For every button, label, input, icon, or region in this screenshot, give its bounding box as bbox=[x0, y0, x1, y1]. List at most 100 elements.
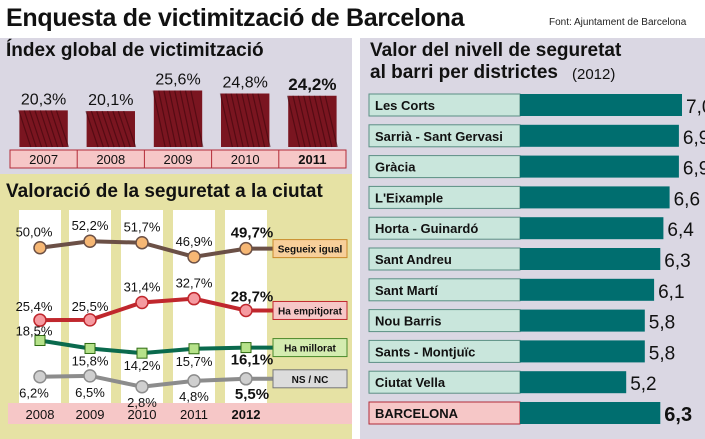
district-bar bbox=[520, 94, 682, 116]
victimization-year-label: 2007 bbox=[29, 152, 58, 167]
line-year-label: 2008 bbox=[26, 407, 55, 422]
district-value: 7,0 bbox=[686, 97, 705, 118]
district-name: L'Eixample bbox=[375, 190, 443, 205]
victimization-bar-2008 bbox=[85, 110, 137, 148]
victimization-bar-texture bbox=[163, 90, 177, 148]
district-value: 6,9 bbox=[683, 159, 705, 180]
victimization-bar-texture bbox=[18, 110, 32, 148]
district-name: Horta - Guinardó bbox=[375, 221, 478, 236]
victimization-bar-texture bbox=[96, 110, 110, 148]
series-value-label: 2,8% bbox=[127, 395, 157, 410]
victimization-value-label: 24,2% bbox=[288, 75, 336, 94]
series-value-label: 14,2% bbox=[124, 358, 161, 373]
victimization-value-label: 25,6% bbox=[155, 72, 200, 89]
victimization-bar-texture bbox=[324, 95, 338, 148]
district-value: 6,9 bbox=[683, 128, 705, 149]
year-axis-band bbox=[8, 403, 352, 424]
district-bar bbox=[520, 248, 661, 270]
district-row-sants-montju-c: Sants - Montjuïc 5,8 bbox=[368, 339, 675, 364]
district-bar bbox=[520, 278, 655, 301]
victimization-bar-texture bbox=[85, 110, 99, 148]
district-bar bbox=[520, 124, 679, 147]
district-name: Sarrià - Sant Gervasi bbox=[375, 129, 503, 144]
series-value-label: 6,2% bbox=[19, 386, 49, 401]
legend-label: Ha millorat bbox=[284, 344, 336, 355]
victimization-bar-texture bbox=[292, 95, 306, 148]
victimization-bar-texture bbox=[152, 90, 166, 148]
victimization-bar-texture bbox=[219, 93, 233, 148]
district-name: Nou Barris bbox=[375, 314, 441, 329]
district-name: Sant Andreu bbox=[375, 252, 452, 267]
line-year-label: 2010 bbox=[128, 407, 157, 422]
district-row-barcelona: BARCELONA 6,3 bbox=[368, 401, 692, 426]
victimization-bar-2007 bbox=[18, 110, 69, 148]
series-point bbox=[136, 347, 148, 359]
victimization-chart-title: Índex global de victimització bbox=[6, 40, 264, 61]
victimization-bar-texture bbox=[117, 110, 131, 148]
district-name: BARCELONA bbox=[375, 406, 459, 421]
series-point bbox=[187, 374, 201, 388]
series-value-label: 16,1% bbox=[231, 352, 274, 369]
line-year-label: 2011 bbox=[180, 407, 208, 422]
district-chart-subtitle: (2012) bbox=[572, 66, 616, 83]
district-row-les-corts: Les Corts 7,0 bbox=[368, 93, 705, 118]
panel-separator bbox=[352, 38, 360, 439]
district-value: 6,4 bbox=[667, 220, 694, 241]
series-value-label: 25,5% bbox=[72, 299, 109, 314]
series-point bbox=[239, 241, 253, 256]
district-bar bbox=[520, 309, 645, 332]
district-value: 6,3 bbox=[664, 404, 692, 426]
series-point bbox=[187, 291, 201, 306]
legend-box bbox=[272, 239, 348, 259]
series-value-label: 50,0% bbox=[16, 225, 53, 240]
victimization-year-label: 2009 bbox=[164, 152, 193, 167]
series-ha-millorat: 18,5% 15,8% 14,2% 15,7% 16,1% Ha millorat bbox=[16, 324, 348, 373]
year-axis-band bbox=[9, 149, 347, 169]
victimization-bar-texture bbox=[252, 93, 266, 148]
victimization-bar-texture bbox=[246, 93, 260, 148]
victimization-bar-2010 bbox=[219, 93, 271, 148]
victimization-bar-texture bbox=[319, 95, 333, 148]
district-value: 5,8 bbox=[649, 343, 675, 364]
victimization-bar-2011 bbox=[286, 95, 338, 148]
legend-label: Ha empitjorat bbox=[278, 306, 343, 317]
district-row-horta-guinard-: Horta - Guinardó 6,4 bbox=[368, 216, 694, 241]
victimization-bar-texture bbox=[235, 93, 250, 148]
series-ns-nc: 6,2% 6,5% 2,8% 4,8% 5,5% NS / NC bbox=[19, 369, 348, 410]
series-point bbox=[34, 335, 46, 347]
victimization-bar-texture bbox=[241, 93, 255, 148]
source-note: Font: Ajuntament de Barcelona bbox=[549, 17, 687, 28]
series-point bbox=[33, 240, 47, 255]
district-row-l-eixample: L'Eixample 6,6 bbox=[368, 185, 700, 210]
series-value-label: 15,8% bbox=[72, 353, 109, 368]
district-name: Sants - Montjuïc bbox=[375, 344, 475, 359]
district-row-nou-barris: Nou Barris 5,8 bbox=[368, 309, 675, 334]
victimization-bar-texture bbox=[90, 110, 104, 148]
victimization-bar-texture bbox=[179, 90, 193, 148]
series-point bbox=[135, 295, 149, 310]
year-column-band bbox=[173, 210, 215, 403]
victimization-bar-texture bbox=[168, 90, 182, 148]
victimization-bar-texture bbox=[39, 110, 53, 148]
series-ha-empitjorat: 25,4% 25,5% 31,4% 32,7% 28,7% Ha empitjorat bbox=[16, 276, 348, 327]
victimization-bar-texture bbox=[225, 93, 239, 148]
series-value-label: 32,7% bbox=[176, 276, 213, 291]
victimization-bar-texture bbox=[303, 95, 317, 148]
victimization-bar-texture bbox=[34, 110, 48, 148]
victimization-bar-texture bbox=[28, 110, 43, 148]
district-name: Gràcia bbox=[375, 160, 416, 175]
victimization-bar-texture bbox=[55, 110, 69, 148]
series-value-label: 15,7% bbox=[176, 354, 213, 369]
series-point bbox=[33, 369, 47, 384]
victimization-bar-texture bbox=[23, 110, 37, 148]
series-point bbox=[187, 250, 201, 264]
district-value: 6,1 bbox=[658, 282, 684, 303]
victimization-bar-texture bbox=[157, 90, 172, 148]
victimization-bar-texture bbox=[286, 95, 301, 148]
district-chart-title-line2: al barri per districtes bbox=[370, 62, 558, 83]
victimization-bar-texture bbox=[101, 110, 115, 148]
district-bar bbox=[520, 340, 645, 363]
